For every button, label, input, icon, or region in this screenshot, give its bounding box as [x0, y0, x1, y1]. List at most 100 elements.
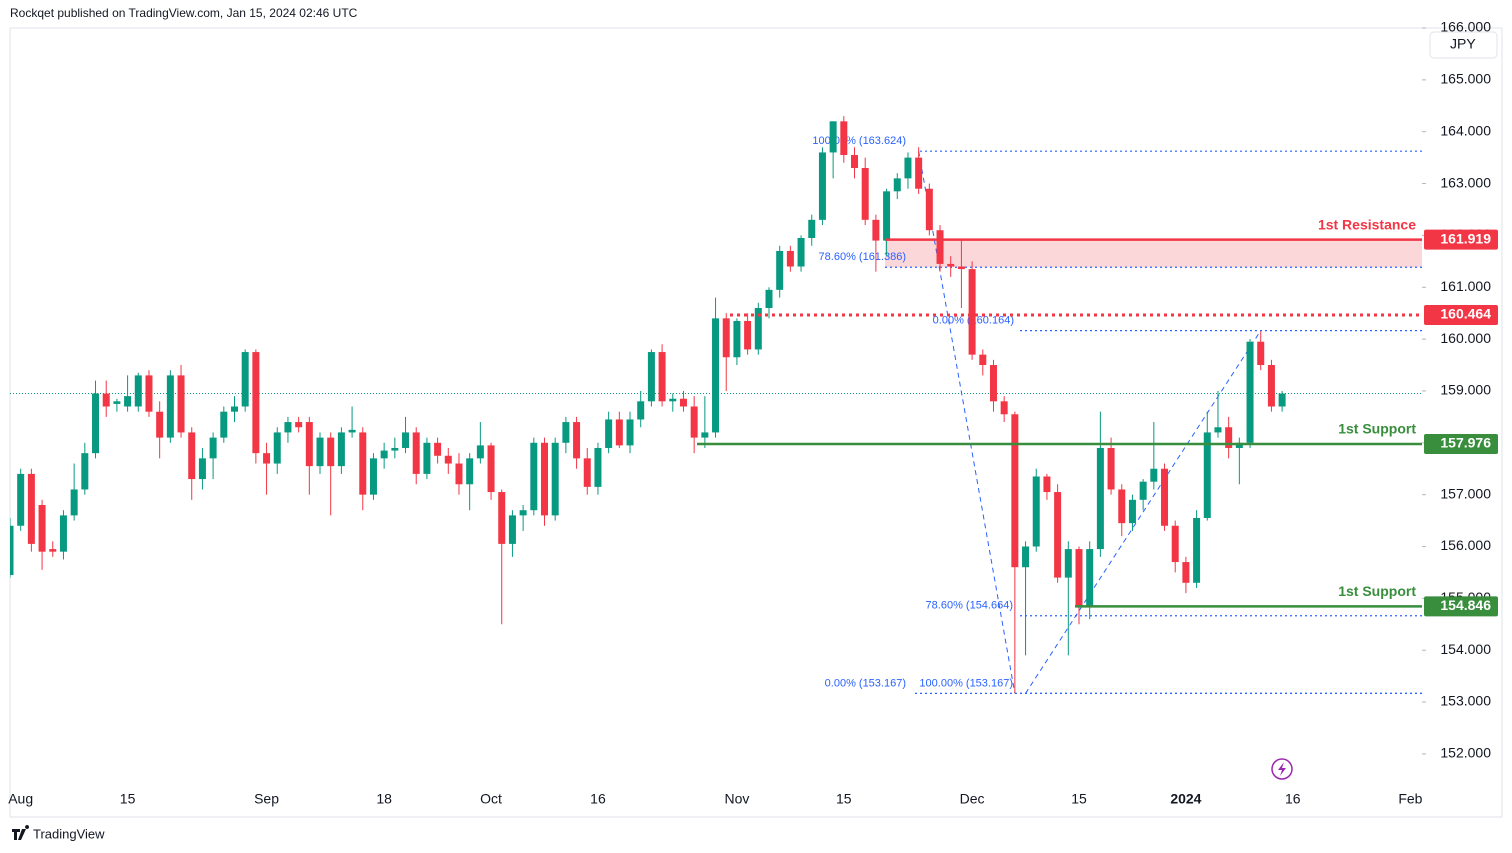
candle-body [220, 411, 228, 438]
candle-body [1267, 365, 1275, 407]
currency-box[interactable] [1429, 31, 1498, 59]
y-tick-label: 166.000 [1440, 19, 1491, 35]
candle-body [605, 419, 613, 448]
candle-body [166, 375, 174, 438]
candle-body [369, 458, 377, 495]
candle-body [1225, 427, 1233, 448]
candle-body [1022, 546, 1030, 568]
candle-body [541, 442, 548, 516]
candle-body [113, 401, 121, 404]
candle-body [1214, 427, 1222, 433]
candle-body [744, 320, 752, 350]
candle-body [562, 422, 570, 443]
y-tick-label: 161.000 [1440, 278, 1491, 294]
event-icon [1278, 762, 1286, 776]
candle-body [434, 442, 442, 456]
x-tick-label: Aug [8, 791, 33, 807]
candle-body [508, 515, 516, 544]
candle-body [1246, 341, 1254, 443]
candle-body [1171, 525, 1179, 563]
candle-body [530, 442, 538, 511]
candle-body [1064, 549, 1072, 578]
candle-body [1118, 489, 1126, 524]
x-tick-label: 2024 [1170, 791, 1201, 807]
candle-body [818, 152, 826, 220]
y-tick-label: 152.000 [1440, 745, 1491, 761]
x-tick-label: Nov [724, 791, 749, 807]
y-tick-label: 153.000 [1440, 693, 1491, 709]
candle-body [583, 458, 591, 487]
candle-body [102, 393, 110, 407]
candle-body [1278, 393, 1286, 407]
candle-body [551, 442, 559, 516]
candle-body [337, 432, 345, 467]
candle-body [487, 445, 495, 493]
candle-body [273, 432, 281, 464]
candle-body [81, 453, 89, 490]
candle-body [391, 447, 399, 451]
candle-body [829, 121, 837, 153]
candle-body [476, 445, 484, 459]
candle-body [380, 450, 388, 459]
x-tick-label: 15 [836, 791, 852, 807]
candle-body [1096, 447, 1104, 550]
currency: JPY [1450, 36, 1476, 52]
candle-body [1000, 401, 1008, 415]
x-tick-label: Dec [960, 791, 985, 807]
candle-body [968, 269, 976, 355]
candle-body [156, 411, 164, 438]
candle-body [252, 352, 260, 454]
candle-body [124, 396, 132, 407]
price-label-box [1424, 229, 1498, 250]
candle-body [49, 549, 57, 552]
candle-body [573, 422, 581, 459]
level-label: 1st Resistance [1318, 216, 1416, 232]
candle-body [1054, 492, 1062, 578]
fib-trend [918, 151, 1016, 694]
candle-body [851, 155, 859, 168]
x-tick-label: 16 [1285, 791, 1301, 807]
candle-body [359, 432, 367, 495]
candle-body [316, 437, 324, 467]
candle-body [679, 398, 687, 407]
candle-body [797, 237, 805, 267]
fib-label: 100.00% (163.624) [812, 135, 906, 147]
candle-body [669, 398, 677, 402]
candle-body [1235, 442, 1243, 448]
price-label: 157.976 [1440, 435, 1491, 451]
candle-body [519, 510, 527, 516]
candle-body [1032, 476, 1040, 547]
candle-body [402, 432, 410, 448]
resistance-zone [885, 239, 1422, 268]
fib-label: 100.00% (153.167) [919, 677, 1013, 689]
candle-body [305, 422, 313, 467]
candle-body [1011, 414, 1019, 568]
y-tick-label: 159.000 [1440, 382, 1491, 398]
candle-body [872, 219, 880, 241]
y-tick-label: 160.000 [1440, 330, 1491, 346]
price-label: 154.846 [1440, 597, 1491, 613]
candle-body [637, 401, 645, 420]
candle-body [808, 219, 816, 238]
price-label-box [1424, 434, 1498, 455]
y-tick-label: 163.000 [1440, 174, 1491, 190]
candle-body [198, 458, 206, 480]
event-icon[interactable] [1271, 758, 1293, 780]
candle-body [70, 489, 78, 516]
candle-body [230, 406, 238, 412]
fib-trend [1025, 330, 1262, 694]
candle-body [241, 352, 249, 407]
candle-body [658, 352, 666, 402]
candle-body [10, 525, 14, 576]
price-label-box [1424, 596, 1498, 617]
candle-body [1257, 341, 1265, 366]
candle-body [947, 263, 955, 267]
candle-body [1161, 468, 1169, 526]
candle-body [423, 442, 431, 474]
fib-label: 0.00% (153.167) [825, 677, 906, 689]
level-label: 1st Support [1338, 583, 1416, 599]
candle-body [733, 320, 741, 358]
y-tick-label: 154.000 [1440, 641, 1491, 657]
price-label: 161.919 [1440, 230, 1491, 246]
candle-body [1193, 517, 1201, 583]
